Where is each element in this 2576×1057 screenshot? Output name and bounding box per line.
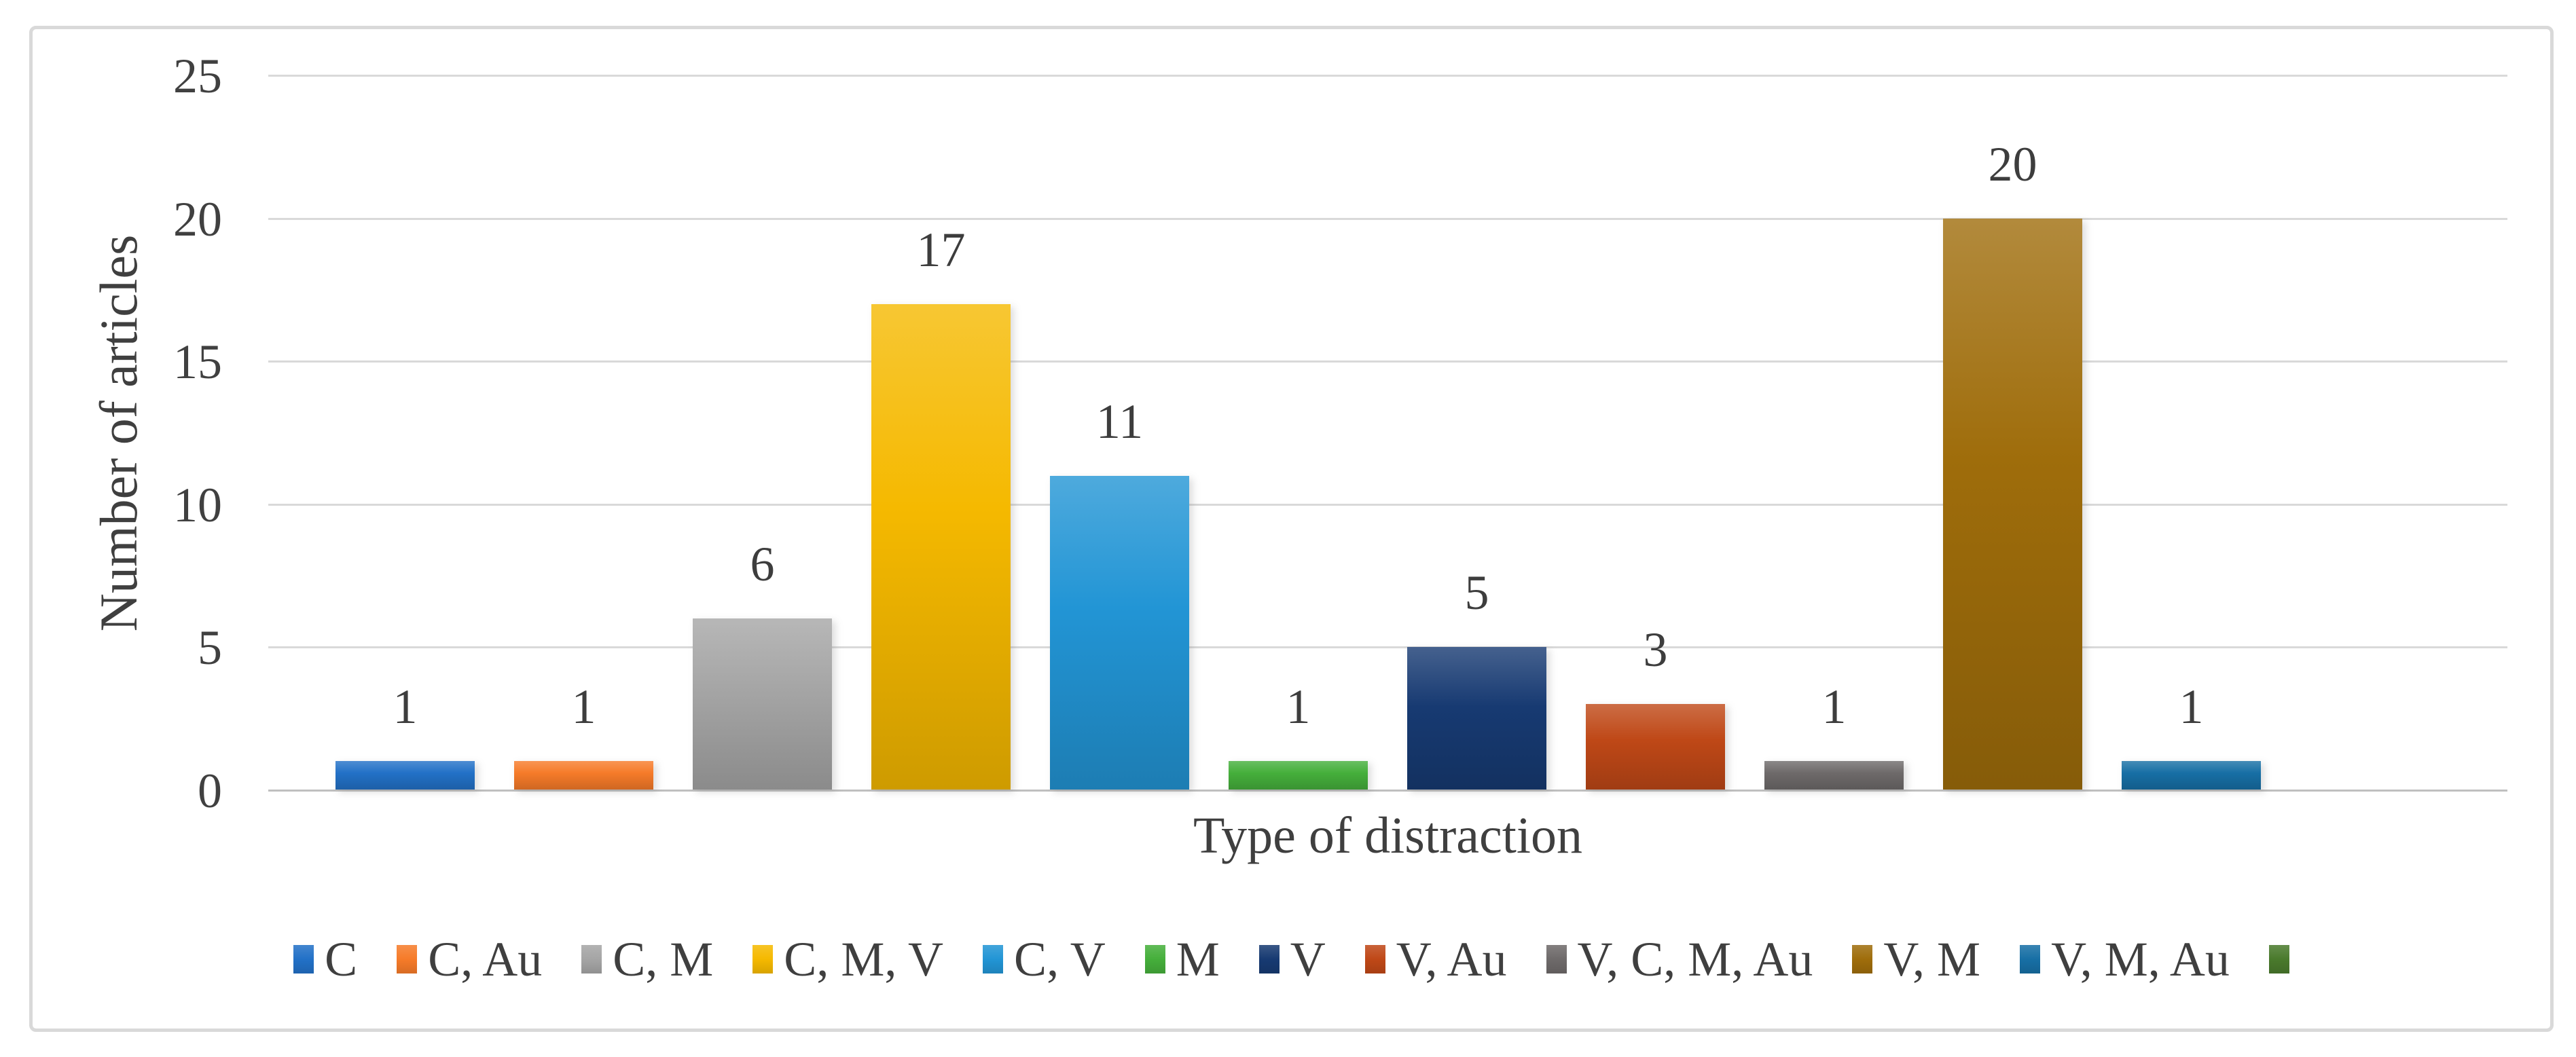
gridline-5 [268,646,2507,649]
legend-marker-c-v [983,945,1004,973]
gridline-20 [268,217,2507,220]
legend-marker-v [1258,945,1280,973]
y-tick-label-10: 10 [173,477,222,532]
legend-item-v-m: V, M [1852,932,1980,986]
gridline-10 [268,503,2507,506]
bar-v [1407,646,1547,790]
legend-label: C, V [1014,932,1106,986]
bar-value-label: 1 [393,679,418,734]
legend-label: V, M, Au [2051,932,2230,986]
bar-slot-6-m: 1 [1209,76,1387,790]
gridline-25 [268,75,2507,77]
bar-value-label: 1 [1821,679,1847,734]
legend-label: V, C, M, Au [1577,932,1813,986]
bar-value-label: 20 [1988,137,2037,192]
gridline-15 [268,360,2507,363]
bar-c-m [692,618,833,790]
legend-item-v-c-m-au: V, C, M, Au [1546,932,1813,986]
bar-slot-12-empty [2281,76,2459,790]
legend-marker-v-m [1852,945,1873,973]
legend-item-empty [2268,945,2289,973]
bar-slot-2-c-au: 1 [494,76,673,790]
legend-item-m: M [1144,932,1220,986]
legend-label: C, M, V [784,932,944,986]
bar-c-m-v [871,304,1011,790]
bar-value-label: 1 [571,679,596,734]
y-tick-label-25: 25 [173,49,222,103]
legend-label: V [1290,932,1326,986]
legend: C C, Au C, M C, M, V C, V M V V, Au V, C, M, Au V… [33,932,2550,986]
legend-item-c: C [293,932,357,986]
legend-marker-m [1144,945,1165,973]
y-tick-label-0: 0 [198,764,222,818]
bar-slot-11-v-m-au: 1 [2102,76,2281,790]
bar-value-label: 3 [1643,622,1668,677]
bar-v-m [1942,219,2083,790]
legend-item-c-v: C, V [983,932,1106,986]
x-axis-title: Type of distraction [1193,807,1582,864]
bar-slot-7-v: 5 [1387,76,1566,790]
y-tick-label-15: 15 [173,335,222,390]
legend-item-v-au: V, Au [1364,932,1507,986]
legend-label: C, M [613,932,714,986]
y-axis-ticks: 0 5 10 15 20 25 [33,49,222,818]
bar-slot-5-c-v: 11 [1030,76,1209,790]
legend-marker-c-m-v [752,945,774,973]
chart-frame: Number of articles 0 5 10 15 20 25 1 1 6 17 11 1 5 3… [29,26,2554,1032]
legend-item-c-m-v: C, M, V [752,932,943,986]
legend-label: C [325,932,358,986]
legend-item-c-m: C, M [581,932,713,986]
bar-slot-10-v-m: 20 [1923,76,2102,790]
legend-marker-c-au [397,945,418,973]
bar-value-label: 1 [2179,679,2204,734]
bar-v-m-au [2121,760,2262,790]
legend-label: V, M [1883,932,1981,986]
legend-marker-v-m-au [2020,945,2041,973]
legend-item-c-au: C, Au [397,932,542,986]
legend-label: M [1176,932,1220,986]
bar-slot-1-c: 1 [316,76,494,790]
legend-marker-c-m [581,945,602,973]
bar-slot-8-v-au: 3 [1566,76,1745,790]
bar-c [335,760,475,790]
legend-marker-c [293,945,314,973]
legend-marker-v-au [1364,945,1385,973]
bar-value-label: 1 [1286,679,1311,734]
bar-slot-9-v-c-m-au: 1 [1745,76,1923,790]
bar-slot-4-c-m-v: 17 [852,76,1030,790]
legend-marker-empty [2268,945,2289,973]
bar-value-label: 6 [750,536,775,591]
bar-slot-3-c-m: 6 [673,76,852,790]
y-tick-label-5: 5 [198,620,222,675]
bar-v-au [1585,703,1726,790]
plot-area: 1 1 6 17 11 1 5 3 1 20 1 [268,75,2507,792]
bars-row: 1 1 6 17 11 1 5 3 1 20 1 [316,76,2459,790]
bar-c-au [513,760,654,790]
x-axis-line [268,790,2507,792]
bar-m [1228,760,1368,790]
legend-label: V, Au [1396,932,1507,986]
bar-c-v [1049,475,1190,790]
legend-item-v: V [1258,932,1326,986]
legend-label: C, Au [428,932,543,986]
legend-item-v-m-au: V, M, Au [2020,932,2230,986]
legend-marker-v-c-m-au [1546,945,1567,973]
bar-value-label: 11 [1095,394,1144,449]
bar-value-label: 17 [916,223,966,278]
y-tick-label-20: 20 [173,191,222,246]
bar-value-label: 5 [1464,565,1489,620]
bar-v-c-m-au [1764,760,1904,790]
